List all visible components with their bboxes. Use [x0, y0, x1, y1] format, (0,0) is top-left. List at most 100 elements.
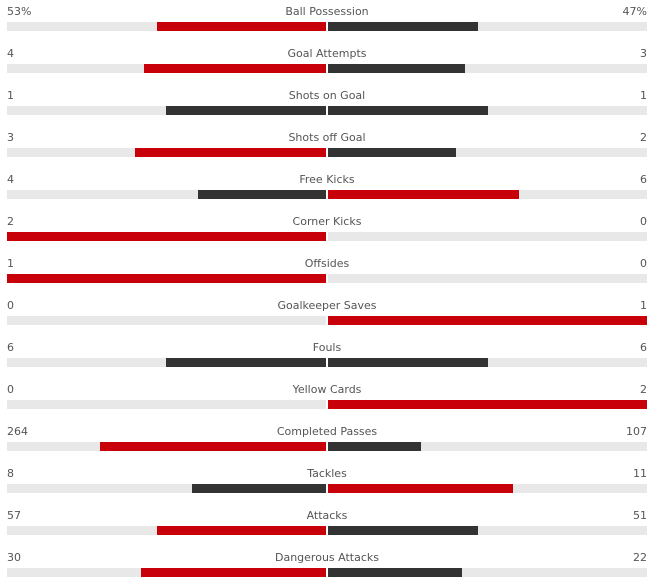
home-bar-track — [7, 568, 326, 577]
home-value: 6 — [7, 341, 14, 354]
stat-row-yellow-cards: 0 Yellow Cards 2 — [0, 378, 654, 420]
stat-name: Shots on Goal — [288, 89, 366, 102]
home-value: 0 — [7, 383, 14, 396]
stat-name: Free Kicks — [299, 173, 355, 186]
away-bar-fill — [328, 568, 462, 577]
stat-bar — [7, 190, 647, 199]
stat-row-fouls: 6 Fouls 6 — [0, 336, 654, 378]
away-bar-track — [328, 232, 647, 241]
home-value: 1 — [7, 89, 14, 102]
away-bar-track — [328, 316, 647, 325]
home-bar-fill — [135, 148, 326, 157]
home-bar-track — [7, 526, 326, 535]
away-bar-fill — [328, 316, 647, 325]
stat-name: Tackles — [307, 467, 347, 480]
stat-row-free-kicks: 4 Free Kicks 6 — [0, 168, 654, 210]
stat-bar — [7, 22, 647, 31]
home-value: 2 — [7, 215, 14, 228]
away-bar-track — [328, 358, 647, 367]
away-bar-fill — [328, 526, 478, 535]
home-bar-track — [7, 148, 326, 157]
stat-name: Offsides — [304, 257, 350, 270]
home-bar-track — [7, 484, 326, 493]
home-bar-fill — [100, 442, 326, 451]
stat-row-offsides: 1 Offsides 0 — [0, 252, 654, 294]
home-bar-track — [7, 358, 326, 367]
home-value: 264 — [7, 425, 28, 438]
stat-name: Goal Attempts — [287, 47, 367, 60]
away-value: 1 — [640, 299, 647, 312]
home-bar-fill — [166, 358, 326, 367]
home-value: 1 — [7, 257, 14, 270]
home-bar-fill — [7, 232, 326, 241]
stat-bar — [7, 484, 647, 493]
stat-name: Attacks — [306, 509, 348, 522]
away-bar-fill — [328, 358, 488, 367]
home-value: 3 — [7, 131, 14, 144]
away-bar-track — [328, 442, 647, 451]
stat-bar — [7, 316, 647, 325]
away-bar-track — [328, 484, 647, 493]
home-bar-fill — [192, 484, 326, 493]
stat-row-dangerous-attacks: 30 Dangerous Attacks 22 — [0, 546, 654, 588]
home-bar-fill — [157, 22, 326, 31]
away-bar-track — [328, 400, 647, 409]
home-bar-track — [7, 190, 326, 199]
away-value: 0 — [640, 215, 647, 228]
home-bar-track — [7, 22, 326, 31]
stat-row-ball-possession: 53% Ball Possession 47% — [0, 0, 654, 42]
home-bar-track — [7, 442, 326, 451]
home-bar-fill — [198, 190, 326, 199]
away-value: 51 — [633, 509, 647, 522]
home-value: 53% — [7, 5, 32, 18]
stat-row-shots-off-goal: 3 Shots off Goal 2 — [0, 126, 654, 168]
stat-bar — [7, 232, 647, 241]
stat-name: Yellow Cards — [292, 383, 362, 396]
away-bar-fill — [328, 442, 421, 451]
home-value: 57 — [7, 509, 21, 522]
stat-row-attacks: 57 Attacks 51 — [0, 504, 654, 546]
home-bar-track — [7, 274, 326, 283]
stat-bar — [7, 526, 647, 535]
stat-name: Corner Kicks — [292, 215, 362, 228]
stat-bar — [7, 568, 647, 577]
away-value: 22 — [633, 551, 647, 564]
away-bar-track — [328, 526, 647, 535]
away-value: 2 — [640, 131, 647, 144]
stat-bar — [7, 148, 647, 157]
home-bar-track — [7, 106, 326, 115]
away-bar-track — [328, 190, 647, 199]
stat-bar — [7, 358, 647, 367]
home-value: 0 — [7, 299, 14, 312]
home-bar-fill — [157, 526, 326, 535]
stat-name: Ball Possession — [285, 5, 369, 18]
away-bar-fill — [328, 190, 519, 199]
stat-name: Dangerous Attacks — [275, 551, 379, 564]
away-value: 107 — [626, 425, 647, 438]
away-bar-track — [328, 106, 647, 115]
stat-bar — [7, 400, 647, 409]
away-bar-fill — [328, 64, 465, 73]
home-bar-track — [7, 400, 326, 409]
home-bar-track — [7, 64, 326, 73]
away-bar-track — [328, 148, 647, 157]
away-value: 3 — [640, 47, 647, 60]
away-value: 1 — [640, 89, 647, 102]
home-value: 8 — [7, 467, 14, 480]
stat-name: Completed Passes — [276, 425, 378, 438]
away-bar-fill — [328, 400, 647, 409]
away-bar-track — [328, 274, 647, 283]
home-value: 4 — [7, 173, 14, 186]
away-value: 47% — [622, 5, 647, 18]
home-value: 4 — [7, 47, 14, 60]
stat-bar — [7, 64, 647, 73]
stat-name: Shots off Goal — [288, 131, 366, 144]
stat-bar — [7, 106, 647, 115]
stat-name: Fouls — [312, 341, 342, 354]
stat-row-goal-attempts: 4 Goal Attempts 3 — [0, 42, 654, 84]
home-value: 30 — [7, 551, 21, 564]
away-value: 6 — [640, 173, 647, 186]
away-value: 11 — [633, 467, 647, 480]
home-bar-track — [7, 232, 326, 241]
